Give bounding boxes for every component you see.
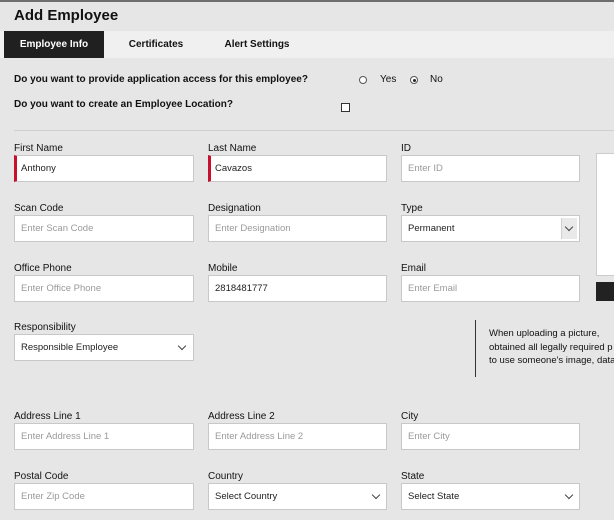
photo-upload-button[interactable] [596, 282, 614, 301]
chevron-down-icon [371, 490, 381, 500]
notice-bar [475, 320, 476, 377]
app-access-yes-label: Yes [380, 74, 397, 85]
country-label: Country [208, 471, 244, 482]
designation-field[interactable]: Enter Designation [208, 215, 387, 242]
address-line-1-field[interactable]: Enter Address Line 1 [14, 423, 194, 450]
section-divider [14, 130, 614, 131]
city-field[interactable]: Enter City [401, 423, 580, 450]
type-select-button[interactable] [561, 218, 577, 239]
employee-location-question: Do you want to create an Employee Locati… [14, 99, 233, 110]
photo-notice-line: obtained all legally required p [489, 341, 613, 353]
email-field[interactable]: Enter Email [401, 275, 580, 302]
id-field[interactable]: Enter ID [401, 155, 580, 182]
tab-alert-settings[interactable]: Alert Settings [224, 39, 290, 50]
photo-preview[interactable] [596, 153, 614, 276]
chevron-down-icon [177, 341, 187, 351]
photo-notice: When uploading a picture, obtained all l… [489, 327, 614, 368]
country-select-value: Select Country [215, 491, 278, 502]
office-phone-field[interactable]: Enter Office Phone [14, 275, 194, 302]
last-name-label: Last Name [208, 143, 257, 154]
responsibility-label: Responsibility [14, 322, 76, 333]
photo-notice-line: When uploading a picture, [489, 328, 600, 339]
city-label: City [401, 411, 419, 422]
first-name-label: First Name [14, 143, 63, 154]
scan-code-label: Scan Code [14, 203, 64, 214]
top-border [0, 0, 614, 2]
chevron-down-icon [564, 222, 574, 232]
tab-employee-info[interactable]: Employee Info [4, 31, 104, 58]
tab-bar: Employee Info Certificates Alert Setting… [0, 31, 614, 58]
last-name-field[interactable]: Cavazos [208, 155, 387, 182]
first-name-field[interactable]: Anthony [14, 155, 194, 182]
id-label: ID [401, 143, 411, 154]
office-phone-label: Office Phone [14, 263, 72, 274]
page-title: Add Employee [14, 7, 119, 24]
mobile-label: Mobile [208, 263, 238, 274]
scan-code-field[interactable]: Enter Scan Code [14, 215, 194, 242]
app-access-question: Do you want to provide application acces… [14, 74, 308, 85]
chevron-down-icon [564, 490, 574, 500]
responsibility-select-value: Responsible Employee [21, 342, 119, 353]
employee-location-checkbox[interactable] [341, 103, 350, 112]
email-label: Email [401, 263, 427, 274]
app-access-no-label: No [430, 74, 443, 85]
app-access-no-radio[interactable] [410, 76, 418, 84]
address-line-2-label: Address Line 2 [208, 411, 275, 422]
state-label: State [401, 471, 425, 482]
state-select-value: Select State [408, 491, 460, 502]
address-line-1-label: Address Line 1 [14, 411, 81, 422]
type-label: Type [401, 203, 423, 214]
photo-notice-line: to use someone's image, data [489, 355, 614, 366]
country-select[interactable]: Select Country [208, 483, 387, 510]
designation-label: Designation [208, 203, 261, 214]
state-select[interactable]: Select State [401, 483, 580, 510]
app-access-yes-radio[interactable] [359, 76, 367, 84]
type-select-value: Permanent [408, 223, 455, 234]
postal-code-field[interactable]: Enter Zip Code [14, 483, 194, 510]
responsibility-select[interactable]: Responsible Employee [14, 334, 194, 361]
mobile-field[interactable]: 2818481777 [208, 275, 387, 302]
type-select[interactable]: Permanent [401, 215, 580, 242]
address-line-2-field[interactable]: Enter Address Line 2 [208, 423, 387, 450]
tab-certificates[interactable]: Certificates [128, 39, 184, 50]
postal-code-label: Postal Code [14, 471, 69, 482]
